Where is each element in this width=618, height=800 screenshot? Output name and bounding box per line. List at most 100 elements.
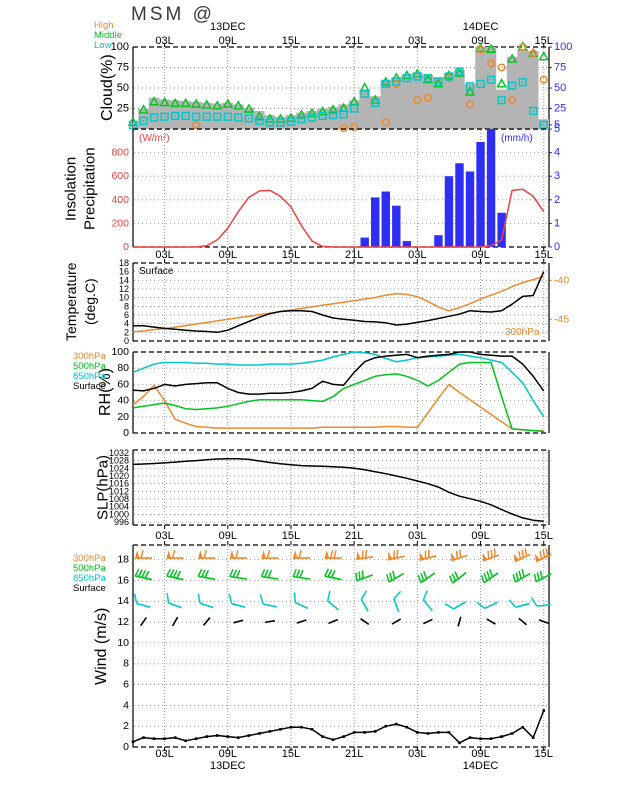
svg-text:15L: 15L <box>535 35 553 47</box>
svg-text:14: 14 <box>119 275 129 285</box>
svg-text:03L: 03L <box>408 35 426 47</box>
svg-text:1000: 1000 <box>109 509 129 519</box>
legend-wind-surface: Surface <box>73 583 106 594</box>
svg-text:03L: 03L <box>408 530 426 542</box>
svg-text:400: 400 <box>111 194 129 206</box>
svg-text:4: 4 <box>124 319 129 329</box>
svg-text:25: 25 <box>554 103 566 115</box>
svg-text:12: 12 <box>117 616 129 628</box>
svg-text:5: 5 <box>554 119 560 131</box>
svg-text:60: 60 <box>117 378 129 390</box>
legend-rh-850: 850hPa <box>73 371 106 382</box>
svg-text:3: 3 <box>554 170 560 182</box>
svg-text:800: 800 <box>111 147 129 159</box>
cloud-legend: High Middle Low <box>94 21 122 51</box>
svg-text:18: 18 <box>117 554 129 566</box>
svg-text:1008: 1008 <box>109 494 129 504</box>
svg-text:09L: 09L <box>219 530 237 542</box>
svg-text:14: 14 <box>117 595 129 607</box>
svg-text:5: 5 <box>554 123 560 135</box>
svg-text:1004: 1004 <box>109 502 129 512</box>
svg-text:2: 2 <box>123 720 129 732</box>
svg-text:80: 80 <box>117 362 129 374</box>
ylabel-cloud: Cloud(%) <box>99 54 116 122</box>
svg-text:4: 4 <box>123 699 129 711</box>
legend-low-cloud: Low <box>94 40 112 51</box>
svg-text:1028: 1028 <box>109 456 129 466</box>
ylabel-slp: SLP(hPa) <box>94 454 112 521</box>
svg-text:50: 50 <box>117 82 129 94</box>
svg-text:75: 75 <box>554 62 566 74</box>
svg-text:6: 6 <box>123 679 129 691</box>
svg-text:03L: 03L <box>155 35 173 47</box>
svg-text:15L: 15L <box>535 748 553 760</box>
legend-wind-850: 850hPa <box>73 573 106 584</box>
svg-text:75: 75 <box>117 62 129 74</box>
svg-text:40: 40 <box>117 395 129 407</box>
svg-text:-40: -40 <box>554 274 569 286</box>
svg-text:10: 10 <box>117 637 129 649</box>
legend-rh-300: 300hPa <box>73 351 106 362</box>
svg-text:12: 12 <box>119 284 129 294</box>
svg-text:09L: 09L <box>471 35 489 47</box>
svg-text:20: 20 <box>117 411 129 423</box>
svg-text:100: 100 <box>111 346 129 358</box>
ylabel-temp-unit: (deg.C) <box>82 278 98 326</box>
svg-text:8: 8 <box>124 301 129 311</box>
svg-text:16: 16 <box>117 574 129 586</box>
svg-text:16: 16 <box>119 267 129 277</box>
svg-text:600: 600 <box>111 170 129 182</box>
svg-text:14DEC: 14DEC <box>463 760 499 772</box>
svg-text:0: 0 <box>123 241 129 253</box>
ylabel-temperature: Temperature <box>63 262 79 342</box>
svg-text:200: 200 <box>111 217 129 229</box>
svg-text:1012: 1012 <box>109 486 129 496</box>
wind-legend: 300hPa 500hPa 850hPa Surface <box>73 554 106 594</box>
svg-text:21L: 21L <box>345 35 363 47</box>
svg-text:4: 4 <box>554 147 560 159</box>
svg-text:09L: 09L <box>471 748 489 760</box>
svg-text:09L: 09L <box>219 35 237 47</box>
svg-text:15L: 15L <box>282 35 300 47</box>
svg-text:25: 25 <box>117 103 129 115</box>
page-title: MSM @ <box>131 4 215 25</box>
svg-text:1032: 1032 <box>109 448 129 458</box>
svg-text:0: 0 <box>554 241 560 253</box>
temp-300hpa-label: 300hPa <box>505 327 540 338</box>
svg-text:13DEC: 13DEC <box>210 760 246 772</box>
svg-text:03L: 03L <box>408 748 426 760</box>
legend-wind-500: 500hPa <box>73 563 106 574</box>
svg-text:09L: 09L <box>471 530 489 542</box>
svg-text:15L: 15L <box>282 249 300 261</box>
svg-text:15L: 15L <box>535 249 553 261</box>
svg-text:18: 18 <box>119 258 129 268</box>
svg-text:8: 8 <box>123 658 129 670</box>
temp-surface-label: Surface <box>139 266 174 277</box>
legend-middle-cloud: Middle <box>94 30 122 41</box>
svg-text:09L: 09L <box>219 748 237 760</box>
svg-text:03L: 03L <box>155 530 173 542</box>
svg-text:10: 10 <box>119 293 129 303</box>
legend-rh-500: 500hPa <box>73 361 106 372</box>
svg-text:15L: 15L <box>282 530 300 542</box>
insolation-unit-label: (W/m²) <box>139 133 170 144</box>
svg-text:15L: 15L <box>535 530 553 542</box>
svg-text:2: 2 <box>554 194 560 206</box>
svg-text:-45: -45 <box>554 313 569 325</box>
svg-text:21L: 21L <box>345 748 363 760</box>
svg-text:996: 996 <box>114 517 129 527</box>
svg-text:100: 100 <box>554 41 572 53</box>
legend-high-cloud: High <box>94 20 114 31</box>
svg-text:21L: 21L <box>345 249 363 261</box>
svg-text:03L: 03L <box>408 249 426 261</box>
svg-text:13DEC: 13DEC <box>210 21 246 33</box>
svg-text:100: 100 <box>111 41 129 53</box>
svg-text:0: 0 <box>123 741 129 753</box>
svg-text:0: 0 <box>124 336 129 346</box>
precip-unit-label: (mm/h) <box>501 133 533 144</box>
svg-text:1024: 1024 <box>109 463 129 473</box>
svg-text:2: 2 <box>124 327 129 337</box>
svg-text:50: 50 <box>554 82 566 94</box>
ylabel-insolation: Insolation <box>62 156 80 221</box>
